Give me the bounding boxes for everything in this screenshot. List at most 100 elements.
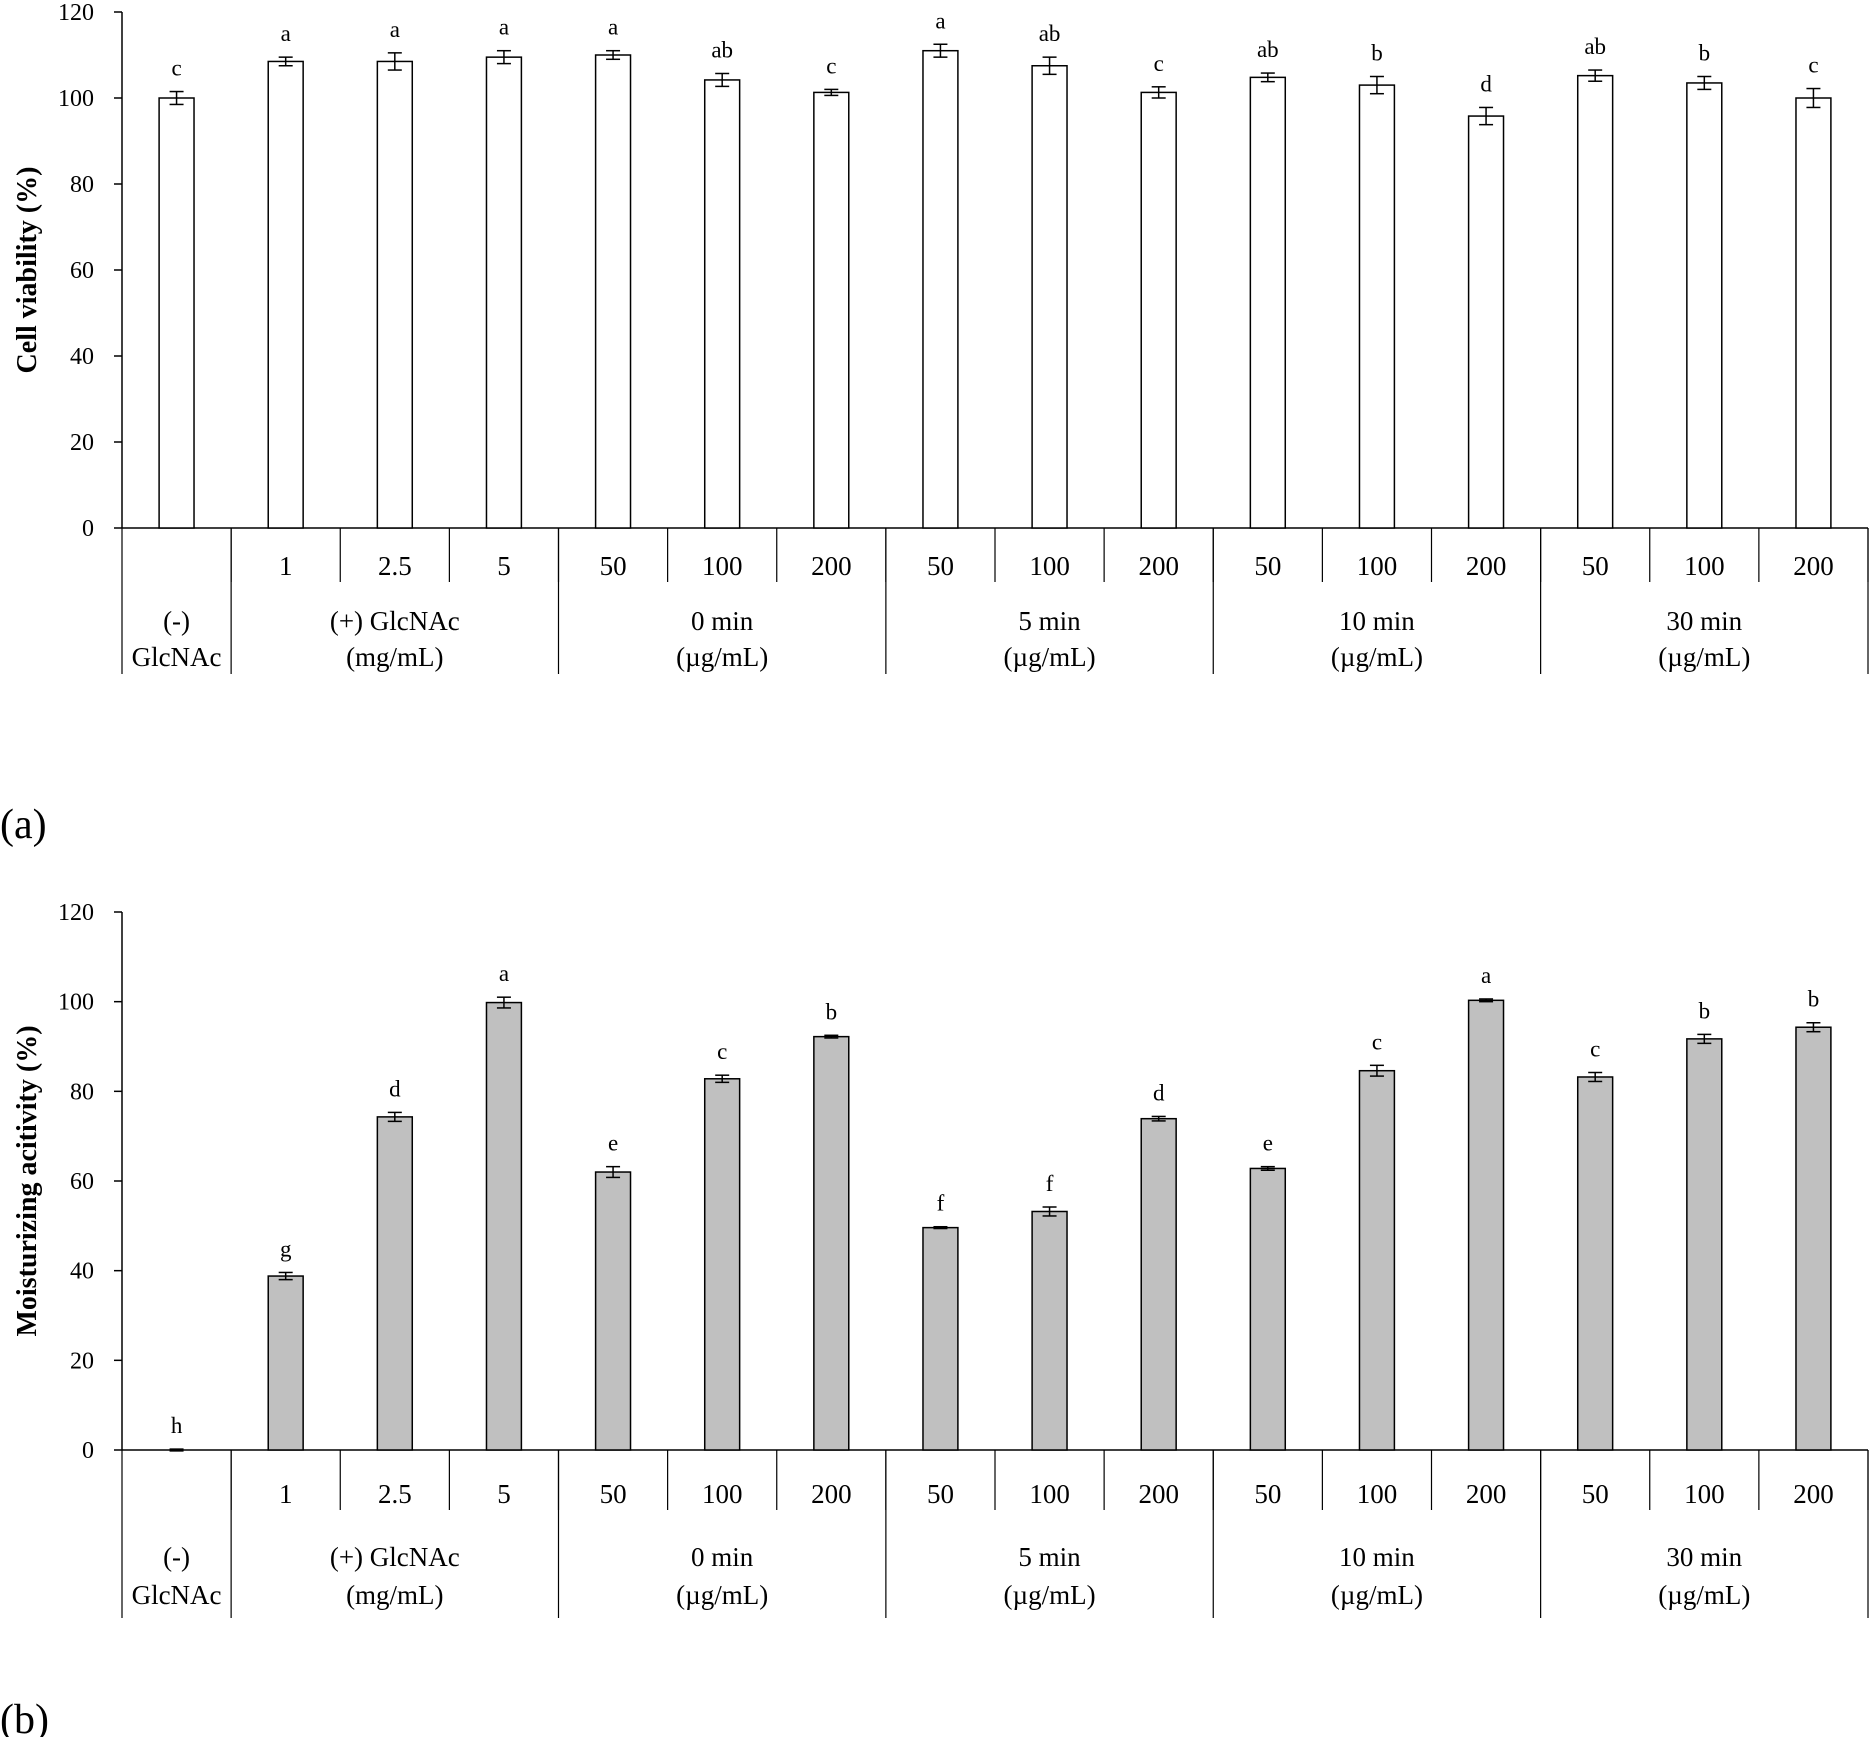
category-label: 2.5 — [378, 1479, 412, 1509]
group-label-line1: 0 min — [691, 606, 754, 636]
bar — [594, 54, 632, 529]
significance-letter: a — [499, 961, 509, 986]
y-tick-label: 40 — [70, 344, 94, 370]
bar — [922, 49, 959, 529]
category-label: 5 — [497, 551, 511, 581]
category-label: 100 — [1357, 1479, 1398, 1509]
category-label: 200 — [1466, 551, 1507, 581]
category-label: 5 — [497, 1479, 511, 1509]
bar — [1576, 74, 1614, 529]
group-label-line1: (-) — [163, 1542, 190, 1572]
bar — [813, 1035, 850, 1451]
bar — [703, 79, 741, 529]
group-label-line1: 30 min — [1666, 1542, 1742, 1572]
significance-letter: e — [608, 1131, 618, 1156]
significance-letter: h — [171, 1413, 183, 1438]
y-tick-label: 60 — [70, 1169, 94, 1195]
significance-letter: c — [1808, 53, 1818, 78]
category-label: 50 — [600, 1479, 627, 1509]
category-label: 100 — [1029, 551, 1070, 581]
category-label: 100 — [702, 551, 743, 581]
bar — [485, 1001, 523, 1451]
significance-letter: b — [826, 999, 838, 1024]
group-label-line1: 10 min — [1339, 606, 1415, 636]
group-label-line2: (µg/mL) — [676, 642, 768, 672]
category-label: 2.5 — [378, 551, 412, 581]
y-tick-label: 0 — [82, 1438, 94, 1464]
bar — [1576, 1076, 1614, 1451]
bar — [1358, 84, 1396, 529]
bar — [1467, 999, 1505, 1451]
group-label-line1: (+) GlcNAc — [330, 606, 460, 636]
significance-letter: ab — [1257, 37, 1279, 62]
panel-label: (b) — [0, 1697, 49, 1737]
significance-letter: b — [1808, 987, 1820, 1012]
bar — [1140, 91, 1177, 529]
significance-letter: c — [1154, 51, 1164, 76]
category-label: 1 — [279, 551, 293, 581]
significance-letter: g — [280, 1236, 292, 1261]
bar — [1686, 1038, 1723, 1451]
category-label: 200 — [811, 551, 852, 581]
group-label-line2: (µg/mL) — [1658, 642, 1750, 672]
significance-letter: c — [717, 1039, 727, 1064]
significance-letter: b — [1371, 41, 1383, 66]
category-label: 200 — [811, 1479, 852, 1509]
significance-letter: e — [1263, 1131, 1273, 1156]
group-label-line2: (µg/mL) — [1331, 1580, 1423, 1610]
bar — [922, 1226, 959, 1451]
bar — [1686, 82, 1723, 529]
y-tick-label: 120 — [58, 0, 94, 26]
bar — [1031, 1210, 1068, 1451]
significance-letter: d — [1480, 71, 1492, 96]
significance-letter: c — [826, 53, 836, 78]
bar — [1249, 76, 1287, 529]
y-tick-label: 120 — [58, 900, 94, 926]
y-tick-label: 100 — [58, 990, 94, 1016]
category-label: 200 — [1793, 1479, 1834, 1509]
bar — [1249, 1167, 1287, 1451]
significance-letter: b — [1699, 998, 1711, 1023]
group-label-line2: (µg/mL) — [1004, 642, 1096, 672]
y-tick-label: 40 — [70, 1259, 94, 1285]
significance-letter: d — [389, 1076, 401, 1101]
bar — [594, 1171, 632, 1451]
significance-letter: c — [1372, 1029, 1382, 1054]
bar — [1467, 115, 1505, 529]
group-label-line2: GlcNAc — [132, 642, 222, 672]
bar — [267, 60, 304, 529]
category-label: 200 — [1138, 1479, 1179, 1509]
y-tick-label: 100 — [58, 86, 94, 112]
y-tick-label: 20 — [70, 1348, 94, 1374]
category-label: 50 — [1254, 551, 1281, 581]
significance-letter: a — [281, 21, 291, 46]
y-axis-title: Cell viability (%) — [12, 167, 43, 374]
category-label: 1 — [279, 1479, 293, 1509]
significance-letter: d — [1153, 1080, 1165, 1105]
significance-letter: ab — [1039, 21, 1061, 46]
bar — [1031, 65, 1068, 529]
group-label-line2: (µg/mL) — [1658, 1580, 1750, 1610]
significance-letter: a — [499, 15, 509, 40]
bar — [267, 1275, 304, 1451]
group-label-line2: GlcNAc — [132, 1580, 222, 1610]
significance-letter: ab — [1584, 34, 1606, 59]
group-label-line1: 5 min — [1018, 606, 1081, 636]
group-label-line1: 10 min — [1339, 1542, 1415, 1572]
category-label: 50 — [1582, 1479, 1609, 1509]
significance-letter: ab — [711, 37, 733, 62]
significance-letter: f — [937, 1191, 945, 1216]
category-label: 100 — [1357, 551, 1398, 581]
significance-letter: a — [608, 15, 618, 40]
group-label-line2: (mg/mL) — [346, 1580, 443, 1610]
chart-panel-b: 0 20 40 60 80 100 120 Moisturizing acitivity (%… — [0, 900, 1869, 1737]
panel-label: (a) — [0, 802, 47, 848]
category-label: 50 — [600, 551, 627, 581]
chart-panel-a: 0 20 40 60 80 100 120 Cell viability (%) c a 1 a 2.5… — [0, 0, 1869, 848]
group-label-line1: (-) — [163, 606, 190, 636]
bar — [485, 56, 523, 529]
y-tick-label: 80 — [70, 1079, 94, 1105]
significance-letter: c — [171, 56, 181, 81]
category-label: 200 — [1138, 551, 1179, 581]
